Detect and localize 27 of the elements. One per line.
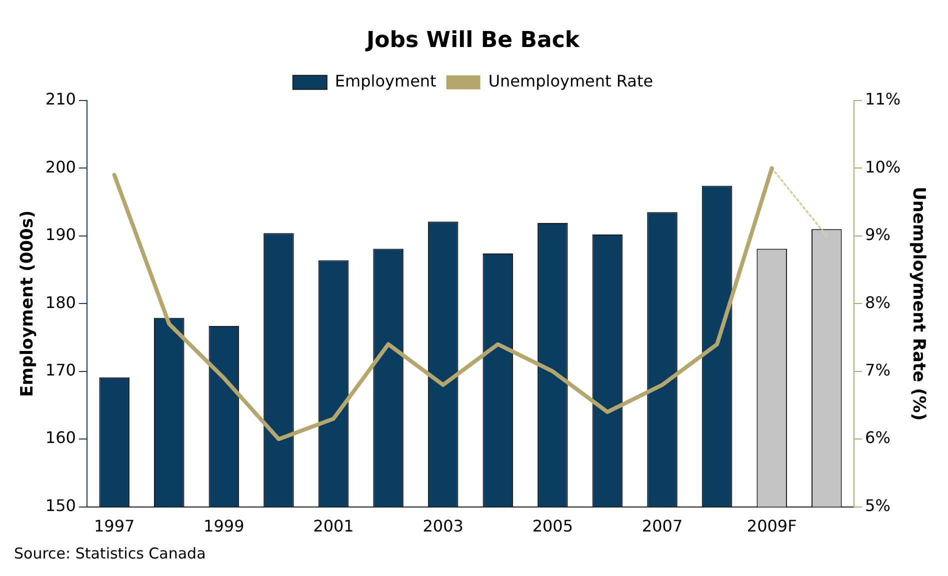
x-tick-label: 2007 (642, 516, 683, 536)
y-tick-label: 150 (45, 496, 76, 515)
y-tick-label: 210 (45, 90, 76, 109)
x-tick-label: 2001 (313, 516, 354, 536)
y-tick-label: 200 (45, 157, 76, 176)
x-tick-label: 1997 (94, 516, 135, 536)
source-note: Source: Statistics Canada (14, 544, 206, 562)
x-tick-label: 1999 (204, 516, 244, 536)
y2-axis-title: Unemployment Rate (%) (908, 186, 928, 421)
y-tick-label: 180 (45, 292, 76, 312)
x-tick-label: 2009F (746, 516, 797, 536)
y-tick-label: 190 (45, 225, 76, 244)
y-tick-label: 160 (45, 428, 76, 448)
x-tick-label: 2003 (422, 516, 464, 536)
y2-tick-label: 9% (865, 225, 890, 244)
y-axis-title: Employment (000s) (18, 210, 38, 397)
y2-tick-label: 10% (865, 157, 901, 176)
legend-label: Unemployment Rate (488, 72, 654, 91)
y-tick-label: 170 (45, 360, 76, 380)
x-tick-label: 2005 (532, 516, 574, 536)
y2-tick-label: 6% (865, 428, 890, 448)
y2-tick-label: 7% (865, 360, 890, 380)
legend-label: Employment (334, 72, 436, 91)
y2-tick-label: 11% (865, 90, 901, 109)
y2-tick-label: 8% (865, 292, 890, 312)
y2-tick-label: 5% (865, 496, 890, 515)
chart-title: Jobs Will Be Back (364, 28, 581, 53)
